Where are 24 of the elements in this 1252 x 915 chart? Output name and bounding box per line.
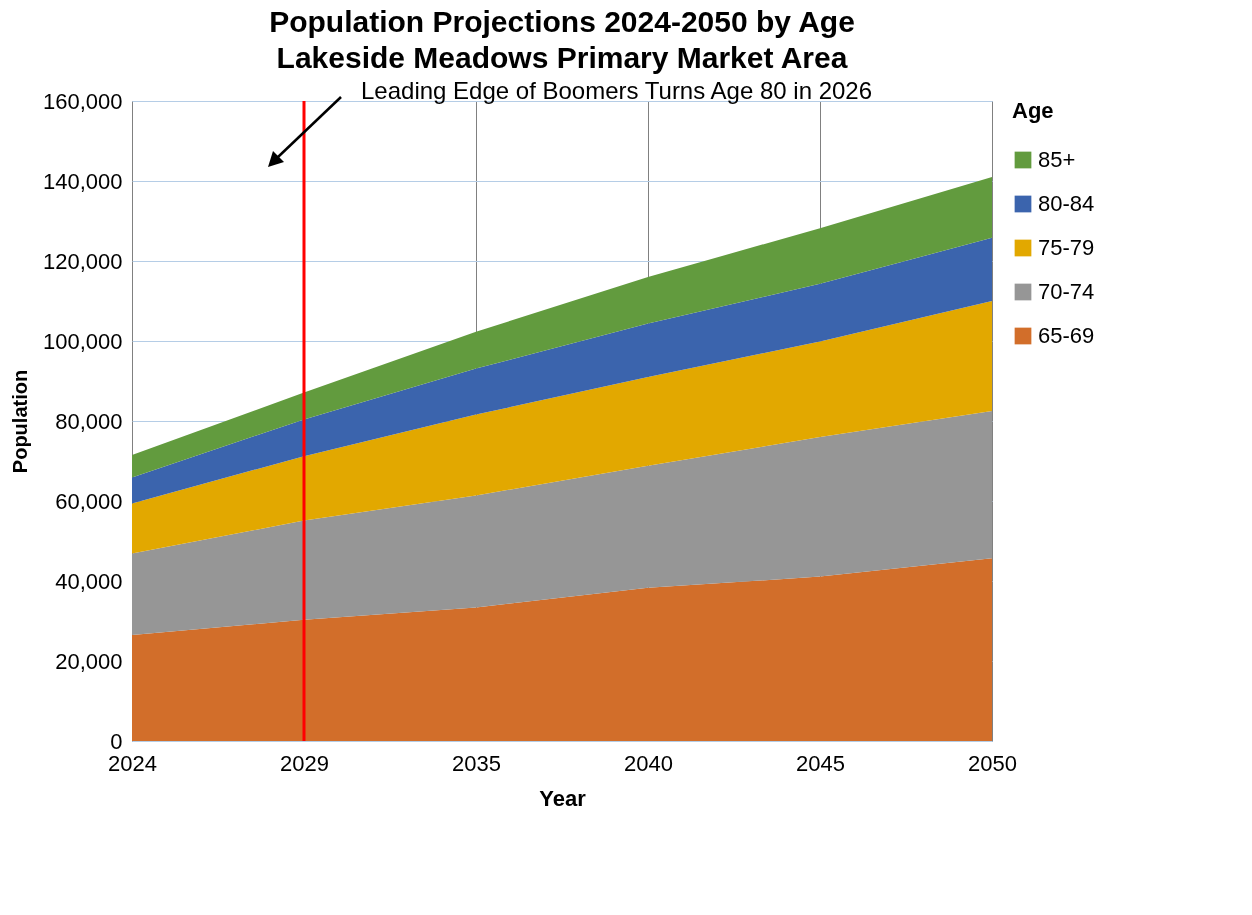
annotation: Leading Edge of Boomers Turns Age 80 in 2026 (361, 77, 873, 104)
x-tick-label: 2045 (796, 750, 845, 776)
y-tick-label: 20,000 (55, 648, 123, 674)
chart-title: Population Projections 2024-2050 by Age (269, 5, 855, 38)
legend-label: 70-74 (1038, 279, 1095, 304)
y-axis-title: Population (8, 369, 31, 474)
legend-label: 75-79 (1038, 235, 1095, 260)
y-tick-label: 160,000 (42, 88, 123, 114)
legend-label: 80-84 (1038, 191, 1095, 216)
x-axis-title: Year (539, 785, 587, 811)
x-tick-label: 2035 (452, 750, 501, 776)
legend-label: 65-69 (1038, 323, 1095, 348)
legend-label: 85+ (1038, 147, 1076, 172)
x-tick-label: 2029 (280, 750, 329, 776)
legend-title: Age (1012, 98, 1054, 123)
y-tick-label: 100,000 (42, 328, 123, 354)
y-tick-label: 60,000 (55, 488, 123, 514)
y-tick-label: 80,000 (55, 408, 123, 434)
chart-subtitle: Lakeside Meadows Primary Market Area (276, 41, 848, 74)
y-tick-label: 120,000 (42, 248, 123, 274)
x-tick-label: 2040 (624, 750, 673, 776)
x-tick-label: 2050 (968, 750, 1017, 776)
y-tick-label: 40,000 (55, 568, 123, 594)
y-tick-label: 140,000 (42, 168, 123, 194)
